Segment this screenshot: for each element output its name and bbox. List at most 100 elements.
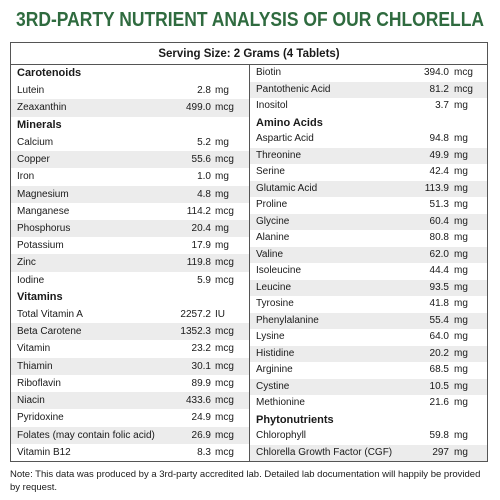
nutrient-unit: mcg (215, 446, 234, 458)
nutrient-unit: mg (454, 149, 468, 161)
nutrient-amount: 93.5 (429, 281, 449, 293)
nutrient-unit: mg (454, 397, 468, 408)
table-row: Folates (may contain folic acid) 26.9 mcg (11, 426, 249, 444)
table-row: Biotin 394.0 mcg (250, 65, 487, 82)
nutrient-unit: mg (454, 331, 468, 342)
table-row: Serine 42.4 mg (250, 164, 487, 181)
nutrient-unit: mg (454, 100, 468, 111)
nutrient-name: Alanine (256, 232, 290, 243)
table-row: Chlorella Growth Factor (CGF) 297 mg (250, 444, 487, 461)
table-row: Iodine 5.9 mcg (11, 272, 249, 289)
heading-text: Carotenoids (17, 67, 82, 79)
nutrient-unit: mcg (215, 274, 234, 286)
nutrient-unit: mcg (215, 343, 234, 355)
nutrient-unit: mg (454, 133, 468, 144)
nutrient-amount: 5.9 (197, 274, 211, 286)
heading-text: Phytonutrients (256, 413, 334, 426)
nutrient-amount: 10.5 (429, 380, 449, 392)
nutrient-amount: 113.9 (424, 182, 449, 194)
nutrient-unit: mg (215, 222, 229, 234)
nutrient-amount: 44.4 (429, 265, 449, 276)
nutrient-amount: 49.9 (429, 149, 449, 161)
nutrient-unit: mcg (215, 102, 234, 114)
nutrient-unit: mg (454, 281, 468, 293)
nutrient-amount: 297 (432, 446, 449, 458)
nutrient-amount: 499.0 (185, 102, 211, 114)
table-row: Tyrosine 41.8 mg (250, 296, 487, 313)
nutrient-amount: 3.7 (435, 100, 449, 111)
nutrient-name: Isoleucine (256, 265, 302, 276)
table-row: Alanine 80.8 mg (250, 230, 487, 247)
nutrient-unit: mg (454, 347, 468, 359)
nutrient-unit: mg (454, 182, 468, 194)
table-row: Lysine 64.0 mg (250, 329, 487, 346)
serving-size: Serving Size: 2 Grams (4 Tablets) (11, 43, 487, 65)
table-row: Glutamic Acid 113.9 mg (250, 180, 487, 197)
table-column: Carotenoids Lutein 2.8 mg Zeaxanthin 499.0 mcg… (11, 65, 250, 461)
table-row: Chlorophyll 59.8 mg (250, 428, 487, 445)
nutrient-unit: mg (454, 298, 468, 309)
nutrient-unit: mcg (215, 257, 234, 269)
nutrient-name: Arginine (256, 364, 293, 375)
nutrient-name: Phosphorus (17, 222, 71, 234)
nutrient-name: Pyridoxine (17, 412, 64, 424)
nutrient-unit: mcg (215, 154, 234, 166)
nutrient-name: Chlorella Growth Factor (CGF) (256, 446, 393, 458)
nutrient-unit: mg (454, 199, 468, 210)
table-row: Total Vitamin A 2257.2 IU (11, 306, 249, 323)
nutrient-unit: mg (215, 85, 229, 97)
nutrient-unit: mcg (215, 429, 234, 441)
nutrient-name: Aspartic Acid (256, 133, 314, 144)
table-row: Manganese 114.2 mcg (11, 203, 249, 220)
nutrient-unit: mg (215, 240, 229, 252)
section-heading: Phytonutrients (250, 412, 487, 429)
nutrient-amount: 114.2 (186, 205, 211, 217)
nutrient-unit: mg (454, 446, 468, 458)
nutrient-amount: 20.4 (191, 222, 211, 234)
nutrient-name: Riboflavin (17, 377, 61, 389)
section-heading: Minerals (11, 117, 249, 134)
nutrient-name: Total Vitamin A (17, 309, 83, 321)
nutrient-unit: mg (215, 171, 229, 183)
table-row: Leucine 93.5 mg (250, 279, 487, 296)
table-row: Vitamin 23.2 mcg (11, 340, 249, 357)
table-row: Iron 1.0 mg (11, 168, 249, 185)
table-row: Glycine 60.4 mg (250, 213, 487, 230)
nutrient-amount: 23.2 (191, 343, 211, 355)
nutrient-unit: mcg (215, 377, 234, 389)
table-row: Calcium 5.2 mg (11, 134, 249, 151)
table-row: Zeaxanthin 499.0 mcg (11, 99, 249, 117)
nutrient-name: Cystine (256, 380, 290, 392)
nutrient-table: Serving Size: 2 Grams (4 Tablets) Carote… (10, 42, 488, 462)
table-row: Isoleucine 44.4 mg (250, 263, 487, 280)
section-heading: Vitamins (11, 289, 249, 306)
nutrient-amount: 24.9 (191, 412, 211, 424)
nutrient-amount: 5.2 (197, 136, 211, 148)
table-row: Threonine 49.9 mg (250, 147, 487, 164)
nutrient-name: Inositol (256, 100, 288, 111)
nutrient-name: Beta Carotene (17, 326, 82, 338)
nutrient-name: Zinc (17, 257, 36, 269)
table-row: Proline 51.3 mg (250, 197, 487, 214)
nutrient-amount: 4.8 (197, 188, 211, 200)
nutrient-name: Thiamin (17, 360, 53, 372)
nutrient-name: Glutamic Acid (256, 182, 318, 194)
nutrient-unit: mg (215, 136, 229, 148)
nutrient-unit: mg (454, 166, 468, 177)
nutrient-amount: 119.8 (186, 257, 211, 269)
nutrient-amount: 68.5 (429, 364, 449, 375)
nutrient-amount: 51.3 (429, 199, 449, 210)
nutrient-unit: mcg (215, 360, 234, 372)
nutrient-amount: 17.9 (191, 240, 211, 252)
nutrient-name: Folates (may contain folic acid) (17, 429, 155, 441)
nutrient-amount: 20.2 (429, 347, 449, 359)
nutrient-unit: mcg (454, 83, 473, 95)
nutrient-unit: mcg (454, 67, 473, 78)
nutrient-amount: 1352.3 (180, 326, 211, 338)
table-row: Beta Carotene 1352.3 mcg (11, 323, 249, 341)
nutrient-unit: mg (454, 430, 468, 441)
table-column: Biotin 394.0 mcg Pantothenic Acid 81.2 mcg Ino… (250, 65, 487, 461)
nutrient-amount: 81.2 (429, 83, 449, 95)
section-heading: Amino Acids (250, 115, 487, 132)
